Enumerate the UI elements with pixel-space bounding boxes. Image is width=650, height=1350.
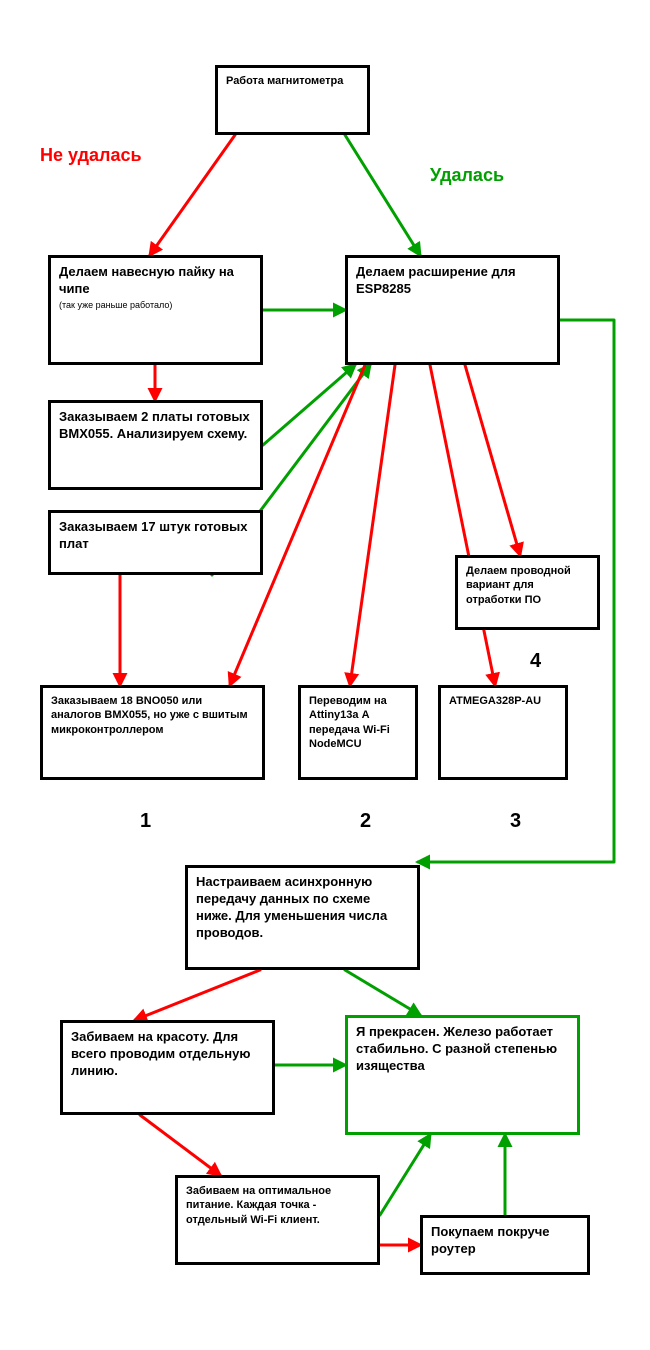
node-atmega: ATMEGA328P-AU bbox=[438, 685, 568, 780]
label-n1: 1 bbox=[140, 810, 151, 833]
node-subtext: (так уже раньше работало) bbox=[59, 300, 252, 312]
node-text: Делаем проводной вариант для отработки П… bbox=[466, 565, 571, 606]
node-text: Заказываем 2 платы готовых BMX055. Анали… bbox=[59, 409, 250, 441]
label-succ: Удалась bbox=[430, 165, 504, 186]
node-text: Забиваем на оптимальное питание. Каждая … bbox=[186, 1185, 331, 1226]
edge bbox=[150, 135, 235, 255]
node-text: Заказываем 18 BNO050 или аналогов BMX055… bbox=[51, 695, 248, 736]
label-fail: Не удалась bbox=[40, 145, 142, 166]
node-pretty: Я прекрасен. Железо работает стабильно. … bbox=[345, 1015, 580, 1135]
edge bbox=[465, 365, 520, 555]
edge bbox=[140, 1115, 220, 1175]
node-esp: Делаем расширение для ESP8285 bbox=[345, 255, 560, 365]
node-buy17: Заказываем 17 штук готовых плат bbox=[48, 510, 263, 575]
node-text: Работа магнитометра bbox=[226, 75, 343, 87]
label-n4: 4 bbox=[530, 650, 541, 673]
node-text: Делаем расширение для ESP8285 bbox=[356, 264, 516, 296]
node-async: Настраиваем асинхронную передачу данных … bbox=[185, 865, 420, 970]
node-buy2: Заказываем 2 платы готовых BMX055. Анали… bbox=[48, 400, 263, 490]
node-attiny: Переводим на Attiny13a А передача Wi-Fi … bbox=[298, 685, 418, 780]
edge bbox=[345, 135, 420, 255]
flowchart-canvas: Работа магнитометра Делаем навесную пайку… bbox=[0, 0, 650, 1350]
node-router: Покупаем покруче роутер bbox=[420, 1215, 590, 1275]
edge bbox=[430, 365, 495, 685]
node-text: Заказываем 17 штук готовых плат bbox=[59, 519, 247, 551]
edge bbox=[345, 970, 420, 1015]
node-text: Покупаем покруче роутер bbox=[431, 1224, 549, 1256]
node-chip: Делаем навесную пайку на чипе (так уже ра… bbox=[48, 255, 263, 365]
edge bbox=[350, 365, 395, 685]
node-text: Я прекрасен. Железо работает стабильно. … bbox=[356, 1024, 557, 1073]
node-ugly: Забиваем на красоту. Для всего проводим … bbox=[60, 1020, 275, 1115]
node-power: Забиваем на оптимальное питание. Каждая … bbox=[175, 1175, 380, 1265]
node-text: ATMEGA328P-AU bbox=[449, 695, 541, 707]
node-bno: Заказываем 18 BNO050 или аналогов BMX055… bbox=[40, 685, 265, 780]
edge bbox=[380, 1135, 430, 1215]
node-text: Делаем навесную пайку на чипе bbox=[59, 264, 234, 296]
edge bbox=[135, 970, 260, 1020]
node-text: Настраиваем асинхронную передачу данных … bbox=[196, 874, 387, 940]
node-wired: Делаем проводной вариант для отработки П… bbox=[455, 555, 600, 630]
label-n3: 3 bbox=[510, 810, 521, 833]
label-n2: 2 bbox=[360, 810, 371, 833]
edges-layer bbox=[0, 0, 650, 1350]
node-text: Переводим на Attiny13a А передача Wi-Fi … bbox=[309, 695, 390, 750]
node-text: Забиваем на красоту. Для всего проводим … bbox=[71, 1029, 250, 1078]
edge bbox=[263, 365, 355, 445]
node-start: Работа магнитометра bbox=[215, 65, 370, 135]
